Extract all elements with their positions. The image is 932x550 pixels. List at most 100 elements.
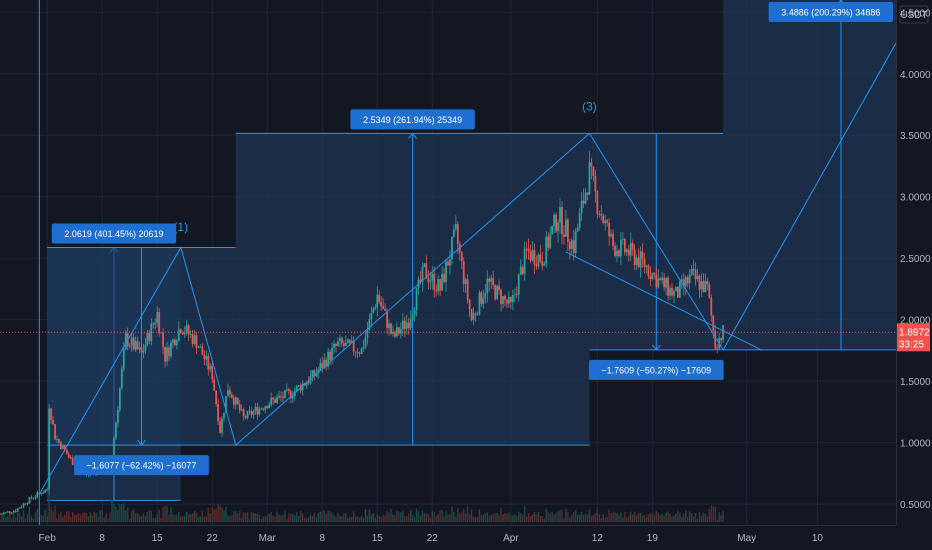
volume-bar — [474, 517, 477, 522]
candle-body — [690, 269, 693, 275]
candle-body — [223, 412, 225, 419]
volume-bar — [688, 511, 691, 522]
volume-bar — [673, 515, 675, 522]
volume-bar — [317, 513, 320, 522]
volume-bar — [571, 515, 573, 522]
volume-bar — [604, 517, 606, 522]
volume-bar — [250, 512, 253, 522]
volume-bar — [628, 515, 630, 522]
volume-bar — [307, 517, 310, 522]
candle-body — [665, 277, 668, 288]
volume-bar — [211, 507, 213, 522]
volume-bar — [292, 513, 294, 522]
candle-body — [217, 404, 220, 422]
volume-bar — [722, 511, 724, 522]
candle-body — [671, 287, 673, 296]
candle-body — [144, 344, 147, 351]
volume-bar — [48, 477, 50, 522]
volume-bar — [319, 511, 321, 522]
volume-bar — [506, 513, 508, 522]
volume-bar — [174, 515, 176, 522]
candle-body — [120, 368, 123, 389]
volume-bar — [404, 515, 406, 522]
trend-line — [565, 251, 763, 351]
volume-bar — [239, 510, 241, 522]
candle-body — [128, 345, 131, 347]
volume-bar — [490, 515, 492, 522]
candle-body — [484, 293, 487, 299]
volume-bar — [5, 516, 7, 522]
volume-bar — [600, 518, 602, 522]
volume-bar — [134, 513, 137, 522]
volume-bar — [486, 512, 488, 522]
volume-bar — [87, 516, 90, 522]
volume-bar — [213, 509, 215, 522]
volume-bar — [718, 511, 720, 522]
volume-bar — [360, 515, 363, 522]
last-price-value: 1.8972 — [899, 327, 930, 338]
volume-bar — [354, 516, 357, 522]
volume-bar — [690, 513, 693, 522]
volume-bar — [237, 513, 239, 522]
candle-body — [486, 278, 489, 294]
volume-bar — [123, 503, 125, 522]
volume-bar — [415, 508, 418, 522]
candle-body — [205, 355, 208, 360]
volume-bar — [349, 516, 351, 522]
candle-body — [201, 346, 204, 356]
candle-body — [525, 248, 528, 250]
candle-body — [496, 285, 499, 300]
candle-body — [502, 296, 504, 305]
candle-body — [380, 302, 383, 307]
candle-body — [221, 418, 223, 433]
candle-body — [686, 277, 689, 284]
candle-body — [372, 308, 375, 313]
candle-body — [238, 404, 241, 411]
volume-bar — [464, 513, 467, 522]
candle-body — [454, 224, 457, 230]
volume-bar — [341, 516, 343, 522]
volume-bar — [75, 514, 78, 522]
candle-body — [637, 257, 640, 268]
candle-body — [134, 341, 137, 350]
volume-bar — [437, 514, 439, 522]
candle-body — [148, 332, 151, 342]
volume-bar — [345, 513, 347, 522]
y-tick-label: 3.0000 — [900, 193, 931, 204]
volume-bar — [205, 516, 208, 522]
candle-body — [335, 343, 337, 346]
volume-bar — [364, 508, 367, 522]
volume-bar — [34, 512, 37, 522]
volume-bar — [99, 510, 101, 522]
candle-body — [688, 274, 691, 284]
candle-body — [183, 332, 186, 335]
candle-body — [370, 312, 373, 320]
volume-bar — [60, 511, 62, 522]
candle-body — [30, 497, 33, 499]
volume-bar — [527, 512, 530, 522]
candle-body — [394, 332, 396, 337]
candle-body — [116, 409, 119, 423]
volume-bar — [643, 515, 646, 522]
candle-body — [515, 294, 518, 296]
candle-body — [678, 281, 681, 298]
candle-body — [276, 397, 278, 403]
currency-badge[interactable] — [899, 5, 929, 24]
volume-bar — [44, 509, 46, 522]
candle-body — [0, 513, 1, 515]
candle-body — [399, 329, 402, 334]
candle-body — [623, 239, 626, 253]
volume-bar — [398, 511, 400, 522]
candle-body — [610, 233, 612, 237]
candle-body — [225, 396, 227, 413]
candle-body — [555, 214, 557, 232]
volume-bar — [400, 512, 402, 522]
candle-body — [12, 511, 15, 513]
candle-body — [138, 347, 141, 350]
volume-bar — [596, 509, 599, 522]
x-tick-label: 12 — [592, 533, 604, 544]
candle-body — [32, 498, 35, 499]
candle-body — [16, 508, 19, 512]
candle-body — [346, 339, 349, 343]
